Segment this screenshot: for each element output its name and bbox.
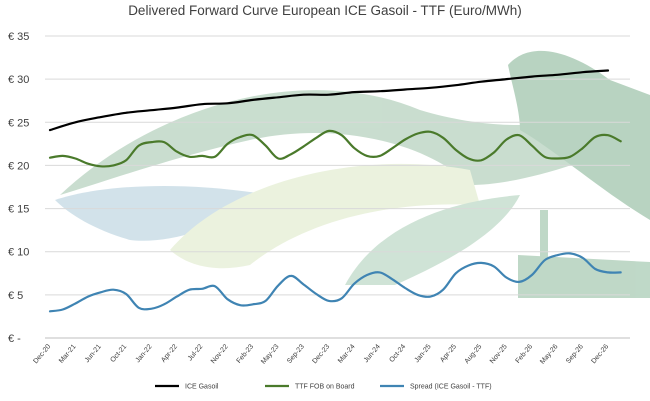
y-tick-label: € 35 [8,31,29,43]
x-tick-label: Aug-25 [464,343,484,365]
legend-item: TTF FOB on Board [265,384,355,391]
x-tick-label: Jun-21 [84,343,103,364]
y-tick-label: € 5 [8,290,23,302]
x-tick-label: Feb-23 [236,343,256,365]
x-tick-label: Oct-21 [109,343,128,364]
legend: ICE Gasoil TTF FOB on Board Spread (ICE Ga… [155,384,492,391]
x-tick-label: Nov-25 [489,343,509,365]
chart-title: Delivered Forward Curve European ICE Gas… [128,3,522,18]
watermark-leaf-yellow [170,163,480,269]
x-tick-label: Dec-20 [32,343,52,365]
y-tick-label: € 20 [8,160,29,172]
x-tick-label: Jan-22 [135,343,154,364]
watermark-band-lower-right [518,255,650,298]
watermark-leaf-large-green [60,90,650,195]
x-tick-label: Sep-26 [565,343,585,365]
watermark-leaf-blue [55,185,270,241]
x-tick-label: May-23 [260,343,280,365]
x-tick-label: Mar-21 [58,343,78,365]
watermark-leaf-small-green [345,195,520,285]
x-tick-label: Dec-23 [311,343,331,365]
x-tick-label: Nov-22 [210,343,230,365]
x-tick-label: Jul-22 [187,343,205,362]
y-tick-label: € - [8,333,21,345]
x-tick-label: Mar-24 [337,343,357,365]
watermark-band-lower-small [540,210,548,258]
legend-label: Spread (ICE Gasoil - TTF) [410,384,492,391]
legend-item: Spread (ICE Gasoil - TTF) [380,384,492,391]
x-tick-label: Dec-26 [590,343,610,365]
series-lines [48,69,622,313]
legend-label: TTF FOB on Board [295,384,355,391]
x-tick-label: Apr-22 [160,343,179,364]
series-line-ttf-fob [48,129,622,168]
x-tick-label: Sep-23 [286,343,306,365]
x-axis-ticks: Dec-20 Mar-21 Jun-21 Oct-21 Jan-22 Apr-22 Jul-… [32,343,610,365]
x-tick-label: Oct-24 [388,343,407,364]
gridlines [45,35,630,296]
x-tick-label: Jun-24 [363,343,382,364]
series-line-spread [48,252,622,313]
y-tick-label: € 15 [8,204,29,216]
watermark-band-right [508,50,650,221]
x-tick-label: May-26 [539,343,559,365]
y-tick-label: € 10 [8,247,29,259]
x-tick-label: Apr-25 [439,343,458,364]
x-tick-label: Feb-26 [515,343,535,365]
y-tick-label: € 25 [8,117,29,129]
legend-label: ICE Gasoil [185,384,219,391]
x-tick-label: Jan-25 [414,343,433,364]
series-line-ice-gasoil [48,69,610,132]
legend-item: ICE Gasoil [155,384,219,391]
y-tick-label: € 30 [8,74,29,86]
y-axis-ticks: € - € 5 € 10 € 15 € 20 € 25 € 30 € 35 [8,31,29,345]
watermark-logo [55,50,650,298]
